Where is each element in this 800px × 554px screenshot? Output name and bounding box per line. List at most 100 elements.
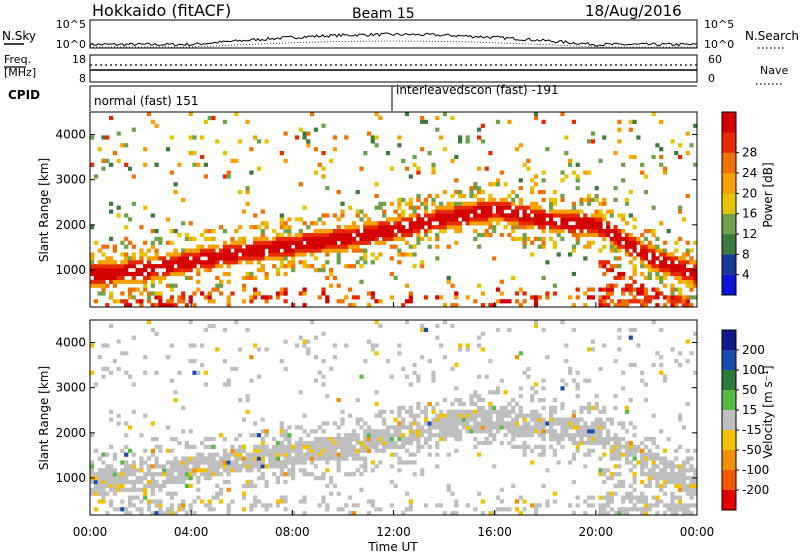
velocity-cell [579,425,584,430]
power-cell [674,240,679,245]
velocity-cell [685,359,690,364]
velocity-cell [116,339,121,344]
velocity-cell [495,327,501,332]
power-cell [423,221,429,226]
power-cell [685,295,690,300]
velocity-cell [253,452,258,457]
velocity-cell [200,460,205,465]
power-cell [499,291,504,296]
velocity-cell [678,472,683,477]
power-cell [283,131,288,136]
velocity-colorbar-tick-label: 100 [742,363,765,377]
velocity-cell [549,425,554,430]
velocity-cell [348,511,353,516]
power-cell [549,213,554,218]
power-cell [325,213,330,218]
power-cell [408,295,413,300]
power-cell [643,256,649,261]
velocity-cell [613,440,618,446]
velocity-cell [127,503,133,508]
velocity-cell [234,464,239,469]
velocity-cell [184,440,189,446]
velocity-cell [366,425,372,430]
velocity-cell [378,460,383,465]
velocity-cell [143,460,148,465]
power-cell [325,260,330,265]
velocity-cell [636,499,641,504]
power-cell [355,240,360,245]
velocity-cell [518,511,523,516]
velocity-cell [313,335,318,340]
power-cell [420,201,425,206]
power-cell [613,264,618,269]
velocity-cell [533,503,539,508]
power-cell [458,209,463,214]
power-colorbar-segment [722,132,736,153]
velocity-cell [537,433,542,438]
velocity-cell [302,460,307,465]
power-cell [158,299,163,304]
velocity-cell [442,417,447,422]
velocity-cell [526,433,531,438]
power-cell [374,299,379,304]
power-cell [101,244,106,249]
velocity-cell [624,452,630,457]
power-cell [495,287,501,292]
velocity-cell [556,460,561,465]
power-cell [602,299,607,304]
power-cell [594,221,599,226]
velocity-cell [275,444,281,449]
power-cell [628,213,633,218]
power-cell [689,287,694,292]
velocity-cell [571,479,576,485]
power-cell [158,291,163,296]
velocity-cell [355,433,360,438]
power-cell [279,236,284,241]
velocity-cell [127,464,133,469]
velocity-cell [260,456,265,461]
power-cell [693,240,698,245]
power-cell [575,162,580,167]
power-cell [571,225,576,230]
velocity-cell [363,437,368,442]
velocity-cell [681,511,686,516]
velocity-cell [374,413,379,418]
power-cell [659,147,664,152]
velocity-cell [662,456,668,461]
velocity-cell [302,343,307,348]
velocity-cell [533,417,539,422]
velocity-cell [401,366,406,371]
power-cell [146,271,152,277]
velocity-cell [260,503,265,508]
velocity-cell [173,460,178,465]
power-cell [408,229,413,234]
power-cell [298,127,303,132]
velocity-cell [219,491,224,496]
power-colorbar-segment [722,152,736,174]
velocity-cell [264,448,269,453]
velocity-cell [389,464,394,469]
velocity-cell [188,320,193,325]
velocity-cell [192,464,197,469]
velocity-cell [363,448,368,453]
velocity-cell [351,429,356,434]
velocity-cell [541,425,546,430]
power-cell [181,221,186,226]
power-cell [203,260,208,265]
power-cell [294,236,300,241]
power-cell [109,295,114,300]
velocity-cell [385,433,391,438]
power-cell [632,271,637,277]
velocity-cell [306,347,311,352]
velocity-cell [253,495,258,500]
velocity-cell [340,409,345,414]
power-cell [351,229,356,234]
power-cell [408,232,413,238]
power-cell [385,229,391,234]
power-cell [306,240,311,245]
velocity-cell [609,507,614,512]
velocity-cell [124,464,129,469]
velocity-cell [659,499,664,504]
power-cell [109,162,114,167]
power-cell [351,225,356,230]
